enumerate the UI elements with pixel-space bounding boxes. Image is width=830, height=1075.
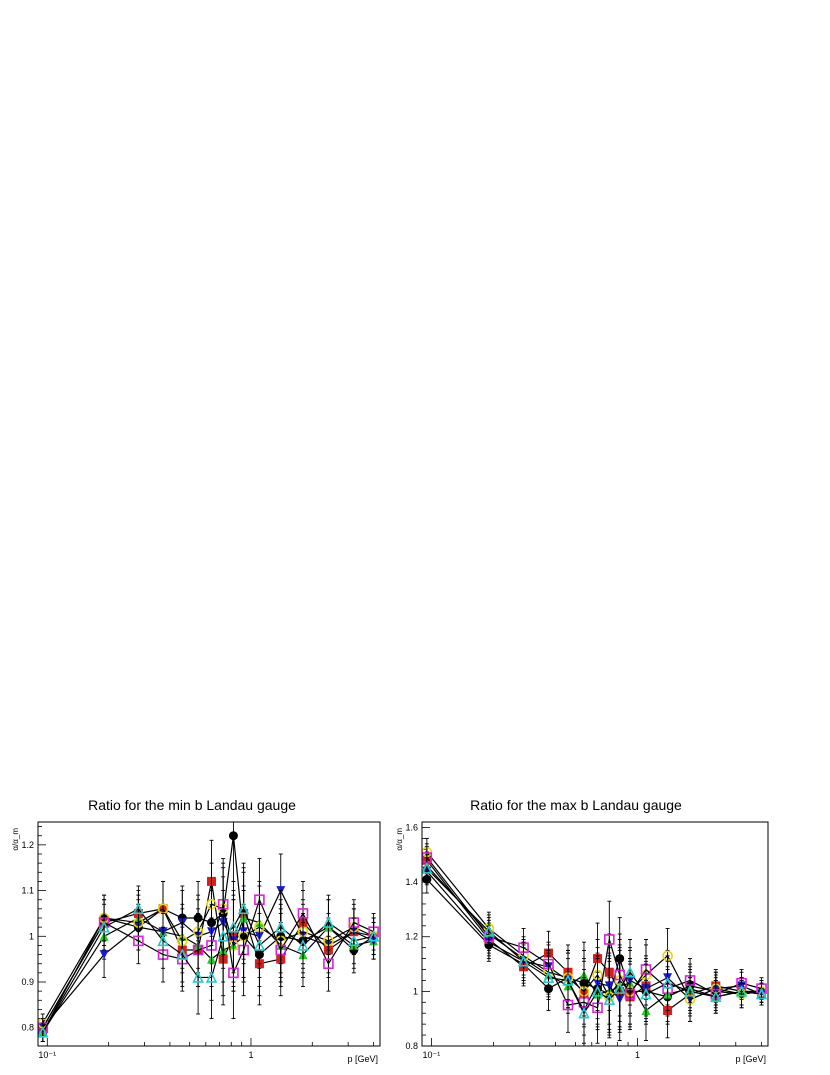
- chart-panel-min-b: Ratio for the min b Landau gauge α/α_m p…: [11, 797, 381, 1064]
- series-line: [426, 859, 762, 1012]
- data-point: [38, 1025, 49, 1038]
- y-tick-label: 1.2: [405, 932, 418, 942]
- series-line: [426, 868, 762, 1015]
- data-point: [132, 902, 145, 915]
- data-point: [98, 920, 110, 933]
- data-point: [323, 958, 334, 970]
- data-point: [613, 982, 626, 994]
- y-tick-label: 0.8: [405, 1041, 418, 1051]
- chart-panel-max-b: Ratio for the max b Landau gauge α/α_m p…: [395, 797, 769, 1064]
- x-tick-label: 10⁻¹: [38, 1050, 56, 1060]
- y-tick-label: 1.4: [405, 877, 418, 887]
- series-group: [38, 822, 380, 1042]
- y-tick-label: 1.1: [21, 886, 34, 896]
- data-point: [735, 985, 748, 997]
- data-point: [192, 971, 204, 983]
- data-point: [274, 920, 287, 933]
- y-tick-label: 0.8: [21, 1023, 34, 1033]
- data-point: [483, 924, 495, 937]
- data-point: [217, 929, 229, 942]
- data-point: [227, 920, 240, 933]
- series-line: [42, 903, 374, 1024]
- data-point: [322, 916, 335, 928]
- data-point: [205, 971, 218, 983]
- data-point: [253, 939, 266, 951]
- data-point: [297, 939, 309, 951]
- data-point: [684, 985, 696, 997]
- data-point: [603, 993, 616, 1005]
- data-point: [542, 971, 555, 984]
- data-point: [624, 965, 636, 978]
- x-tick-label: 1: [635, 1050, 640, 1060]
- y-tick-label: 1: [413, 986, 418, 996]
- data-point: [591, 985, 604, 997]
- data-point: [176, 948, 189, 960]
- plot-area: 0.8 0.9 1 1.1 1.2 10⁻¹ 1: [21, 822, 380, 1060]
- data-point: [228, 831, 238, 841]
- plot-frame: [37, 821, 381, 1047]
- series-line: [42, 897, 374, 1029]
- data-point: [604, 934, 615, 945]
- data-point: [422, 862, 433, 874]
- plot-area: 0.8 1 1.2 1.4 1.6 10⁻¹ 1: [405, 822, 768, 1060]
- y-tick-label: 1.6: [405, 822, 418, 832]
- data-point: [755, 987, 768, 1000]
- y-axis-label: α/α_m: [11, 828, 20, 851]
- data-point: [367, 929, 380, 942]
- data-point: [99, 950, 109, 960]
- series-group: [422, 837, 768, 1046]
- data-point: [517, 955, 530, 967]
- x-tick-label: 1: [248, 1050, 253, 1060]
- plot-frame: [421, 821, 769, 1047]
- data-point: [562, 974, 574, 986]
- chart-title: Ratio for the min b Landau gauge: [88, 797, 296, 813]
- y-axis-label: α/α_m: [395, 828, 404, 851]
- data-point: [348, 934, 360, 947]
- x-axis-label: p [GeV]: [735, 1054, 766, 1064]
- y-tick-label: 1.2: [21, 840, 34, 850]
- data-point: [133, 935, 144, 947]
- data-point: [640, 987, 652, 1000]
- y-tick-label: 1: [29, 931, 34, 941]
- data-point: [661, 976, 674, 989]
- data-point: [157, 934, 169, 947]
- data-point: [237, 902, 250, 915]
- data-point: [710, 990, 722, 1003]
- data-point: [578, 1006, 590, 1019]
- x-tick-label: 10⁻¹: [423, 1050, 441, 1060]
- series-line: [426, 857, 762, 1009]
- y-tick-label: 0.9: [21, 977, 34, 987]
- x-axis-label: p [GeV]: [347, 1054, 378, 1064]
- chart-title: Ratio for the max b Landau gauge: [470, 797, 682, 813]
